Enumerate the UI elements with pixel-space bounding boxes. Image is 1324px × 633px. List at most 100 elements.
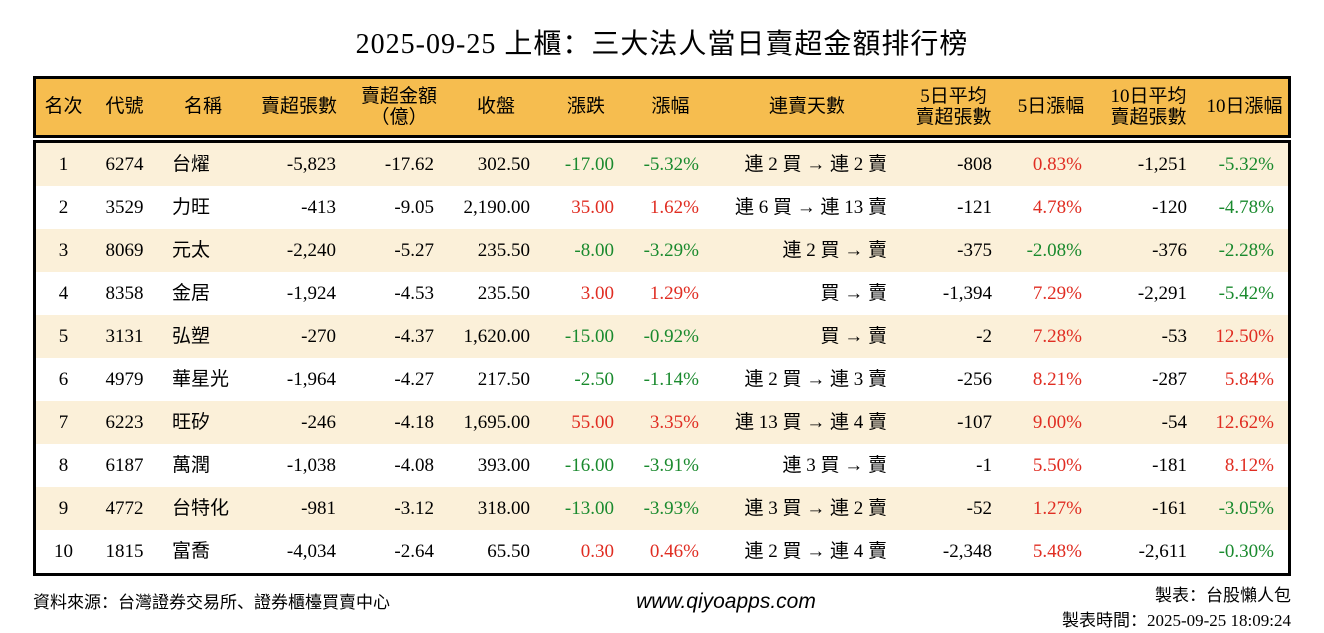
- col-header-streak: 連賣天數: [768, 96, 845, 118]
- cell-avg10-volume: -161: [1152, 497, 1187, 519]
- cell-change: 0.30: [580, 540, 614, 562]
- maker-label: 製表：台股懶人包: [1155, 586, 1291, 605]
- cell-close: 318.00: [477, 497, 530, 519]
- table-row: 3 8069 元太 -2,240 -5.27 235.50 -8.00 -3.2…: [36, 229, 1288, 272]
- cell-code: 1815: [105, 540, 144, 562]
- cell-change-pct: -3.29%: [643, 239, 699, 261]
- cell-name: 金居: [172, 282, 211, 304]
- table-row: 8 6187 萬潤 -1,038 -4.08 393.00 -16.00 -3.…: [36, 444, 1288, 487]
- table-body: 1 6274 台燿 -5,823 -17.62 302.50 -17.00 -5…: [33, 140, 1291, 576]
- cell-change: -13.00: [564, 497, 614, 519]
- table-row: 4 8358 金居 -1,924 -4.53 235.50 3.00 1.29%…: [36, 272, 1288, 315]
- cell-avg10-volume: -2,611: [1138, 540, 1187, 562]
- cell-pct5: -2.08%: [1026, 239, 1082, 261]
- cell-avg5-volume: -2,348: [942, 540, 992, 562]
- cell-sell-amount: -9.05: [394, 196, 434, 218]
- cell-rank: 9: [58, 497, 69, 519]
- cell-rank: 1: [58, 153, 69, 175]
- cell-avg5-volume: -256: [957, 368, 992, 390]
- cell-close: 2,190.00: [463, 196, 531, 218]
- cell-streak: 連 3 買 → 連 2 賣: [744, 497, 887, 519]
- cell-change: 35.00: [571, 196, 614, 218]
- col-header-sell-volume: 賣超張數: [260, 96, 337, 118]
- cell-rank: 7: [58, 411, 69, 433]
- cell-pct10: 8.12%: [1224, 454, 1274, 476]
- cell-change-pct: -1.14%: [643, 368, 699, 390]
- cell-code: 6274: [105, 153, 144, 175]
- cell-streak: 連 2 買 → 連 4 賣: [744, 540, 887, 562]
- cell-sell-volume: -5,823: [286, 153, 336, 175]
- cell-pct10: -4.78%: [1218, 196, 1274, 218]
- made-time-label: 製表時間：2025-09-25 18:09:24: [1061, 610, 1291, 630]
- col-header-rank: 名次: [44, 96, 83, 118]
- cell-avg5-volume: -107: [957, 411, 992, 433]
- cell-change-pct: 1.62%: [649, 196, 699, 218]
- cell-change-pct: -3.93%: [643, 497, 699, 519]
- cell-close: 302.50: [477, 153, 530, 175]
- cell-code: 4772: [105, 497, 144, 519]
- cell-sell-volume: -2,240: [286, 239, 336, 261]
- cell-close: 235.50: [477, 282, 530, 304]
- cell-sell-amount: -4.18: [394, 411, 434, 433]
- cell-sell-volume: -246: [301, 411, 336, 433]
- cell-sell-volume: -4,034: [286, 540, 336, 562]
- cell-rank: 4: [58, 282, 69, 304]
- cell-change-pct: 1.29%: [649, 282, 699, 304]
- cell-sell-amount: -4.37: [394, 325, 434, 347]
- cell-pct10: -5.42%: [1218, 282, 1274, 304]
- cell-change: -15.00: [564, 325, 614, 347]
- cell-change: -16.00: [564, 454, 614, 476]
- cell-streak: 買 → 賣: [820, 325, 887, 347]
- cell-avg10-volume: -181: [1152, 454, 1187, 476]
- cell-streak: 連 13 買 → 連 4 賣: [734, 411, 887, 433]
- cell-pct5: 5.48%: [1032, 540, 1082, 562]
- cell-name: 富喬: [172, 540, 211, 562]
- cell-change: -2.50: [574, 368, 614, 390]
- ranking-table: 名次 代號 名稱 賣超張數 賣超金額 （億） 收盤 漲跌 漲幅 連賣天數 5日平…: [33, 76, 1291, 576]
- cell-pct5: 5.50%: [1032, 454, 1082, 476]
- table-row: 7 6223 旺矽 -246 -4.18 1,695.00 55.00 3.35…: [36, 401, 1288, 444]
- cell-pct5: 7.29%: [1032, 282, 1082, 304]
- cell-name: 元太: [172, 239, 211, 261]
- col-header-change-pct: 漲幅: [651, 96, 690, 118]
- table-row: 9 4772 台特化 -981 -3.12 318.00 -13.00 -3.9…: [36, 487, 1288, 530]
- cell-streak: 連 3 買 → 賣: [782, 454, 887, 476]
- cell-change-pct: -0.92%: [643, 325, 699, 347]
- cell-code: 6187: [105, 454, 144, 476]
- cell-streak: 連 2 買 → 賣: [782, 239, 887, 261]
- cell-close: 217.50: [477, 368, 530, 390]
- cell-avg10-volume: -2,291: [1137, 282, 1187, 304]
- cell-avg5-volume: -121: [957, 196, 992, 218]
- cell-name: 弘塑: [172, 325, 211, 347]
- table-row: 6 4979 華星光 -1,964 -4.27 217.50 -2.50 -1.…: [36, 358, 1288, 401]
- cell-sell-volume: -1,038: [286, 454, 336, 476]
- cell-rank: 2: [58, 196, 69, 218]
- table-row: 2 3529 力旺 -413 -9.05 2,190.00 35.00 1.62…: [36, 186, 1288, 229]
- cell-sell-amount: -17.62: [384, 153, 434, 175]
- col-header-pct10: 10日漲幅: [1206, 96, 1283, 118]
- cell-pct10: -5.32%: [1218, 153, 1274, 175]
- cell-close: 1,695.00: [463, 411, 531, 433]
- cell-name: 台燿: [172, 153, 211, 175]
- cell-change: -17.00: [564, 153, 614, 175]
- cell-pct5: 1.27%: [1032, 497, 1082, 519]
- cell-pct10: -0.30%: [1218, 540, 1274, 562]
- cell-sell-amount: -3.12: [394, 497, 434, 519]
- cell-change-pct: -3.91%: [643, 454, 699, 476]
- cell-name: 萬潤: [172, 454, 211, 476]
- cell-change: 3.00: [580, 282, 614, 304]
- col-header-pct5: 5日漲幅: [1017, 96, 1085, 118]
- cell-avg10-volume: -1,251: [1137, 153, 1187, 175]
- col-header-avg10-volume: 10日平均 賣超張數: [1110, 85, 1187, 128]
- cell-name: 旺矽: [172, 411, 211, 433]
- cell-sell-amount: -4.53: [394, 282, 434, 304]
- cell-avg10-volume: -376: [1152, 239, 1187, 261]
- cell-avg10-volume: -120: [1152, 196, 1187, 218]
- cell-sell-volume: -1,924: [286, 282, 336, 304]
- cell-name: 台特化: [172, 497, 230, 519]
- data-source-note: 資料來源：台灣證券交易所、證券櫃檯買賣中心: [33, 593, 390, 612]
- cell-pct5: 0.83%: [1032, 153, 1082, 175]
- cell-code: 3529: [105, 196, 144, 218]
- cell-avg5-volume: -1: [976, 454, 992, 476]
- cell-pct10: 12.50%: [1215, 325, 1274, 347]
